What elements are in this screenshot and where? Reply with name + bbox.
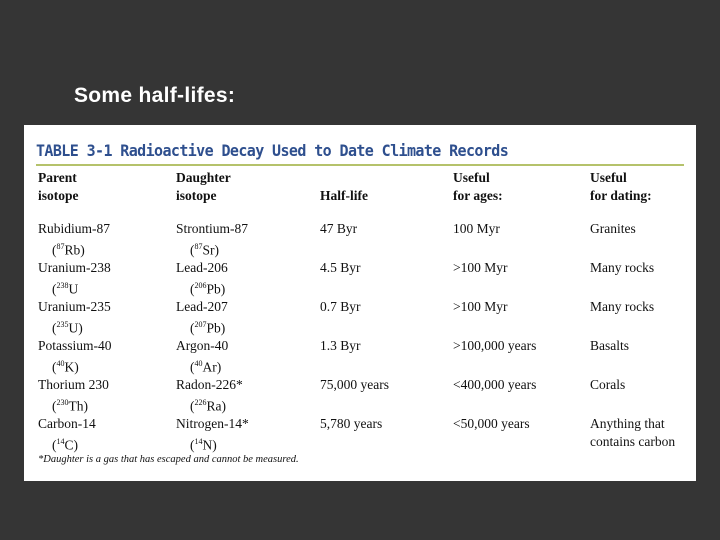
parent-isotope-cell: Carbon-14 (14C) xyxy=(38,416,96,453)
parent-isotope-cell: Potassium-40 (40K) xyxy=(38,338,112,375)
useful-ages-cell: >100 Myr xyxy=(453,260,508,275)
half-life-cell: 0.7 Byr xyxy=(320,299,361,314)
daughter-symbol: (40Ar) xyxy=(190,359,222,375)
table-row: Rubidium-87 (87Rb) Strontium-87 (87Sr) 47 By… xyxy=(24,220,696,258)
column-header-useful-ages: Useful for ages: xyxy=(453,170,503,203)
daughter-symbol: (226Ra) xyxy=(190,398,226,414)
half-life-cell: 1.3 Byr xyxy=(320,338,361,353)
table-footnote: *Daughter is a gas that has escaped and … xyxy=(38,454,299,465)
useful-dating-cell: Corals xyxy=(590,377,626,392)
useful-ages-cell: <400,000 years xyxy=(453,377,537,392)
daughter-symbol: (206Pb) xyxy=(190,281,226,297)
slide-title: Some half-lifes: xyxy=(74,84,236,107)
column-header-useful-dating: Useful for dating: xyxy=(590,170,652,203)
useful-ages-cell: 100 Myr xyxy=(453,221,500,236)
parent-symbol: (230Th) xyxy=(52,398,88,414)
table-heading: TABLE 3-1 Radioactive Decay Used to Date… xyxy=(36,141,509,161)
table-row: Thorium 230 (230Th) Radon-226* (226Ra) 75,00… xyxy=(24,376,696,414)
parent-symbol: (235U) xyxy=(52,320,83,336)
daughter-symbol: (87Sr) xyxy=(190,242,219,258)
daughter-isotope-cell: Radon-226* (226Ra) xyxy=(176,377,243,414)
useful-ages-cell: >100 Myr xyxy=(453,299,508,314)
parent-isotope-cell: Uranium-235 (235U) xyxy=(38,299,111,336)
half-life-cell: 4.5 Byr xyxy=(320,260,361,275)
parent-isotope-cell: Thorium 230 (230Th) xyxy=(38,377,109,414)
heading-rule xyxy=(36,164,684,166)
useful-dating-cell: Granites xyxy=(590,221,636,236)
daughter-isotope-cell: Lead-207 (207Pb) xyxy=(176,299,228,336)
useful-dating-cell: Basalts xyxy=(590,338,629,353)
isotope-table: TABLE 3-1 Radioactive Decay Used to Date… xyxy=(24,125,696,481)
daughter-isotope-cell: Nitrogen-14* (14N) xyxy=(176,416,249,453)
column-header-half-life: Half-life xyxy=(320,188,368,203)
useful-ages-cell: <50,000 years xyxy=(453,416,530,431)
daughter-symbol: (207Pb) xyxy=(190,320,226,336)
parent-isotope-cell: Uranium-238 (238U xyxy=(38,260,111,297)
daughter-symbol: (14N) xyxy=(190,437,217,453)
useful-ages-cell: >100,000 years xyxy=(453,338,537,353)
daughter-isotope-cell: Strontium-87 (87Sr) xyxy=(176,221,249,258)
half-life-cell: 75,000 years xyxy=(320,377,389,392)
table-row: Uranium-235 (235U) Lead-207 (207Pb) 0.7 Byr >… xyxy=(24,298,696,336)
half-life-cell: 47 Byr xyxy=(320,221,358,236)
parent-symbol: (40K) xyxy=(52,359,79,375)
half-life-cell: 5,780 years xyxy=(320,416,383,431)
table-row: Uranium-238 (238U Lead-206 (206Pb) 4.5 Byr >1… xyxy=(24,259,696,297)
parent-symbol: (14C) xyxy=(52,437,78,453)
column-header-parent: Parent isotope xyxy=(38,170,79,203)
parent-symbol: (238U xyxy=(52,281,79,297)
table-row: Carbon-14 (14C) Nitrogen-14* (14N) 5,780 yea… xyxy=(24,415,696,453)
parent-symbol: (87Rb) xyxy=(52,242,85,258)
daughter-isotope-cell: Lead-206 (206Pb) xyxy=(176,260,228,297)
column-header-daughter: Daughter isotope xyxy=(176,170,231,203)
useful-dating-cell: Anything that contains carbon xyxy=(590,416,676,449)
useful-dating-cell: Many rocks xyxy=(590,260,655,275)
useful-dating-cell: Many rocks xyxy=(590,299,655,314)
parent-isotope-cell: Rubidium-87 (87Rb) xyxy=(38,221,111,258)
daughter-isotope-cell: Argon-40 (40Ar) xyxy=(176,338,229,375)
table-row: Potassium-40 (40K) Argon-40 (40Ar) 1.3 Byr >1… xyxy=(24,337,696,375)
